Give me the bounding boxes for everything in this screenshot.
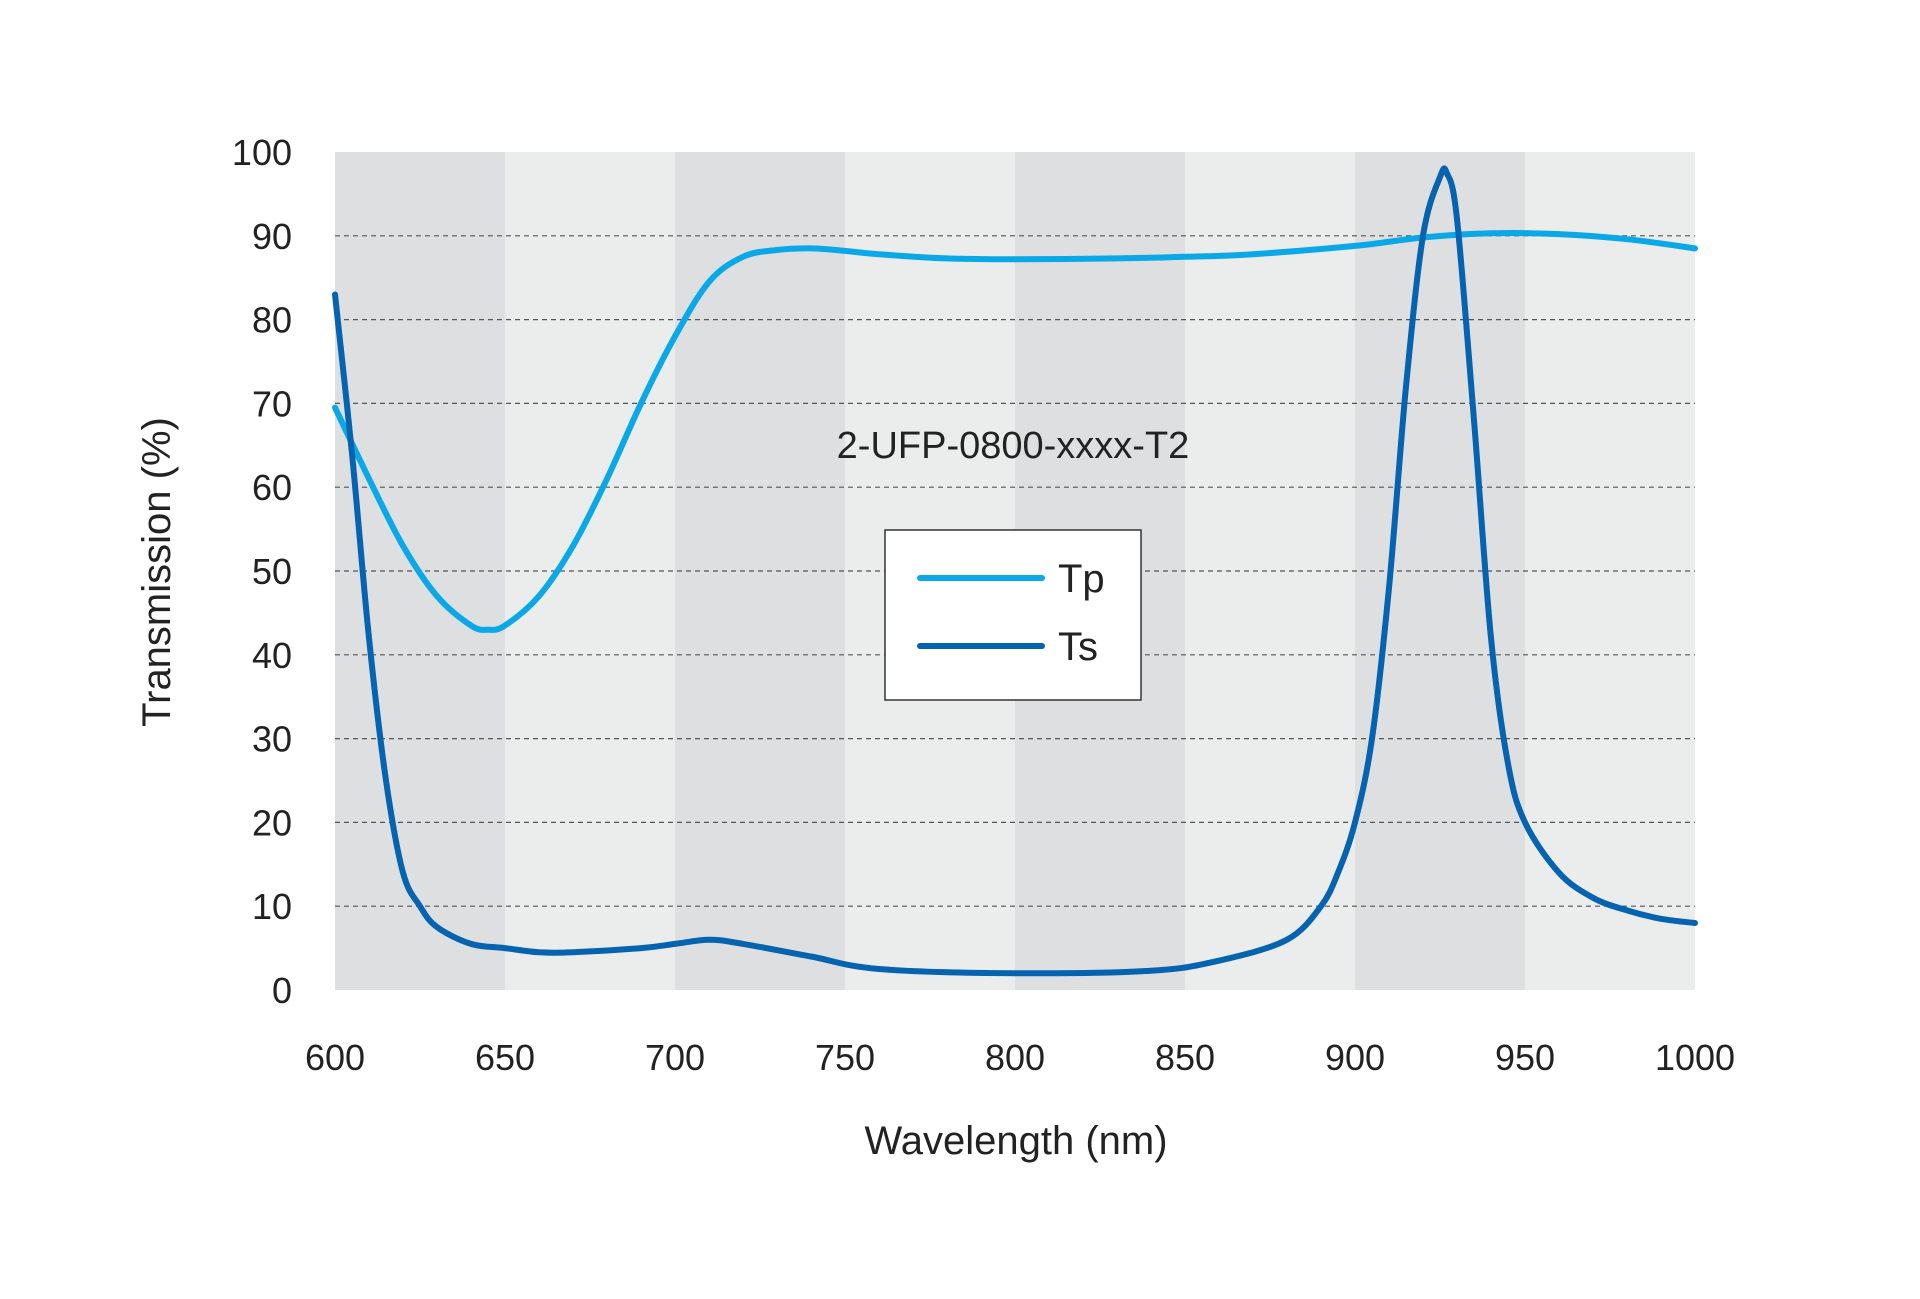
y-tick-label: 10	[252, 886, 292, 927]
series-layer	[332, 165, 1698, 977]
y-tick-label: 90	[252, 216, 292, 257]
series-line-ts	[332, 165, 1698, 977]
legend: Tp Ts	[884, 529, 1142, 701]
x-tick-label: 600	[305, 1037, 365, 1078]
series-line-tp	[332, 230, 1698, 633]
x-tick-label: 650	[475, 1037, 535, 1078]
y-tick-label: 50	[252, 551, 292, 592]
x-tick-labels: 600 650 700 750 800 850 900 950 1000	[305, 1037, 1735, 1078]
y-axis-title: Transmission (%)	[135, 417, 179, 727]
x-axis-title: Wavelength (nm)	[864, 1119, 1167, 1163]
x-tick-label: 700	[645, 1037, 705, 1078]
x-tick-label: 900	[1325, 1037, 1385, 1078]
legend-label-tp: Tp	[1058, 557, 1105, 601]
x-tick-label: 750	[815, 1037, 875, 1078]
legend-box	[884, 529, 1142, 701]
y-tick-label: 80	[252, 300, 292, 341]
x-tick-label: 800	[985, 1037, 1045, 1078]
y-tick-label: 100	[232, 132, 292, 173]
x-tick-label: 850	[1155, 1037, 1215, 1078]
x-tick-label: 1000	[1655, 1037, 1735, 1078]
y-tick-label: 30	[252, 719, 292, 760]
y-tick-label: 60	[252, 467, 292, 508]
y-tick-label: 0	[272, 970, 292, 1011]
y-tick-label: 40	[252, 635, 292, 676]
y-tick-label: 20	[252, 802, 292, 843]
x-tick-label: 950	[1495, 1037, 1555, 1078]
y-tick-labels: 0 10 20 30 40 50 60 70 80 90 100	[232, 132, 292, 1011]
chart-annotation: 2-UFP-0800-xxxx-T2	[837, 425, 1190, 467]
y-tick-label: 70	[252, 383, 292, 424]
legend-label-ts: Ts	[1058, 625, 1098, 669]
